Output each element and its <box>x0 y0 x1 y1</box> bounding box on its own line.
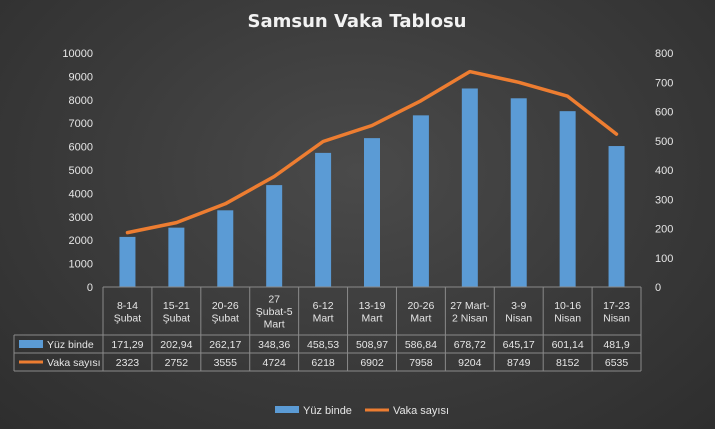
data-label: 6218 <box>311 357 335 369</box>
data-label: 9204 <box>458 357 482 369</box>
category-label: Nisan <box>505 312 532 324</box>
y-left-tick-label: 2000 <box>69 235 93 247</box>
y-left-tick-label: 1000 <box>69 259 93 271</box>
category-label: 8-14 <box>117 300 138 312</box>
data-label: 601,14 <box>552 339 584 351</box>
legend-label: Vaka sayısı <box>393 405 449 417</box>
y-left-tick-label: 8000 <box>69 95 93 107</box>
category-label: 13-19 <box>359 300 386 312</box>
bar <box>168 227 185 287</box>
series-line <box>125 69 619 235</box>
y-left-tick-label: 10000 <box>62 48 93 60</box>
y-left-tick-label: 3000 <box>69 212 93 224</box>
y-right-tick-label: 400 <box>655 165 673 177</box>
category-label: Mart <box>410 312 431 324</box>
category-label: Şubat-5 <box>256 306 293 318</box>
category-label: 15-21 <box>163 300 190 312</box>
bar <box>119 236 136 287</box>
y-right-tick-label: 500 <box>655 136 673 148</box>
y-right-tick-label: 700 <box>655 77 673 89</box>
y-right-tick-label: 300 <box>655 194 673 206</box>
legend-label: Yüz binde <box>303 405 352 417</box>
y-right-tick-label: 200 <box>655 224 673 236</box>
bar <box>412 115 429 287</box>
data-label: 8152 <box>556 357 580 369</box>
y-right-tick-label: 600 <box>655 107 673 119</box>
data-label: 7958 <box>409 357 433 369</box>
bar <box>608 146 625 287</box>
bar <box>461 88 478 288</box>
y-left-tick-label: 0 <box>87 282 93 294</box>
bar <box>510 98 527 287</box>
data-label: 586,84 <box>405 339 437 351</box>
data-label: 481,9 <box>603 339 629 351</box>
data-label: 6535 <box>605 357 629 369</box>
category-label: 27 <box>268 294 280 306</box>
category-label: 20-26 <box>407 300 434 312</box>
data-label: 348,36 <box>258 339 290 351</box>
data-label: 678,72 <box>454 339 486 351</box>
category-label: 6-12 <box>313 300 334 312</box>
category-label: Nisan <box>554 312 581 324</box>
category-label: 3-9 <box>511 300 526 312</box>
category-label: Mart <box>313 312 334 324</box>
y-right-tick-label: 800 <box>655 48 673 60</box>
y-right-tick-label: 0 <box>655 282 661 294</box>
category-label: 17-23 <box>603 300 630 312</box>
category-label: 2 Nisan <box>452 312 488 324</box>
plot-area: 0100020003000400050006000700080009000100… <box>13 48 673 417</box>
table-legend-key-bar <box>19 340 43 348</box>
legend-key-bar <box>275 406 299 413</box>
category-label: 10-16 <box>554 300 581 312</box>
data-label: 202,94 <box>160 339 192 351</box>
data-label: 508,97 <box>356 339 388 351</box>
category-label: Mart <box>362 312 383 324</box>
data-label: 645,17 <box>503 339 535 351</box>
y-left-tick-label: 5000 <box>69 165 93 177</box>
data-label: 4724 <box>263 357 287 369</box>
data-label: 262,17 <box>209 339 241 351</box>
bar <box>217 210 234 287</box>
data-label: 171,29 <box>111 339 143 351</box>
table-row-header: Yüz binde <box>47 339 94 351</box>
category-label: 27 Mart- <box>450 300 490 312</box>
category-label: 20-26 <box>212 300 239 312</box>
chart-title: Samsun Vaka Tablosu <box>247 11 466 32</box>
y-right-tick-label: 100 <box>655 253 673 265</box>
data-label: 2323 <box>116 357 140 369</box>
bar <box>559 111 576 287</box>
category-label: Şubat <box>163 312 191 324</box>
bar <box>364 138 380 287</box>
category-label: Nisan <box>603 312 630 324</box>
y-left-tick-label: 4000 <box>69 188 93 200</box>
bar <box>266 185 283 287</box>
data-label: 2752 <box>165 357 189 369</box>
bar <box>315 152 332 287</box>
data-label: 458,53 <box>307 339 339 351</box>
category-label: Şubat <box>212 312 240 324</box>
data-label: 6902 <box>360 357 384 369</box>
y-left-tick-label: 7000 <box>69 118 93 130</box>
table-row-header: Vaka sayısı <box>47 357 101 369</box>
category-label: Şubat <box>114 312 142 324</box>
category-label: Mart <box>264 319 285 331</box>
data-label: 8749 <box>507 357 531 369</box>
data-label: 3555 <box>214 357 238 369</box>
y-left-tick-label: 9000 <box>69 71 93 83</box>
y-left-tick-label: 6000 <box>69 142 93 154</box>
